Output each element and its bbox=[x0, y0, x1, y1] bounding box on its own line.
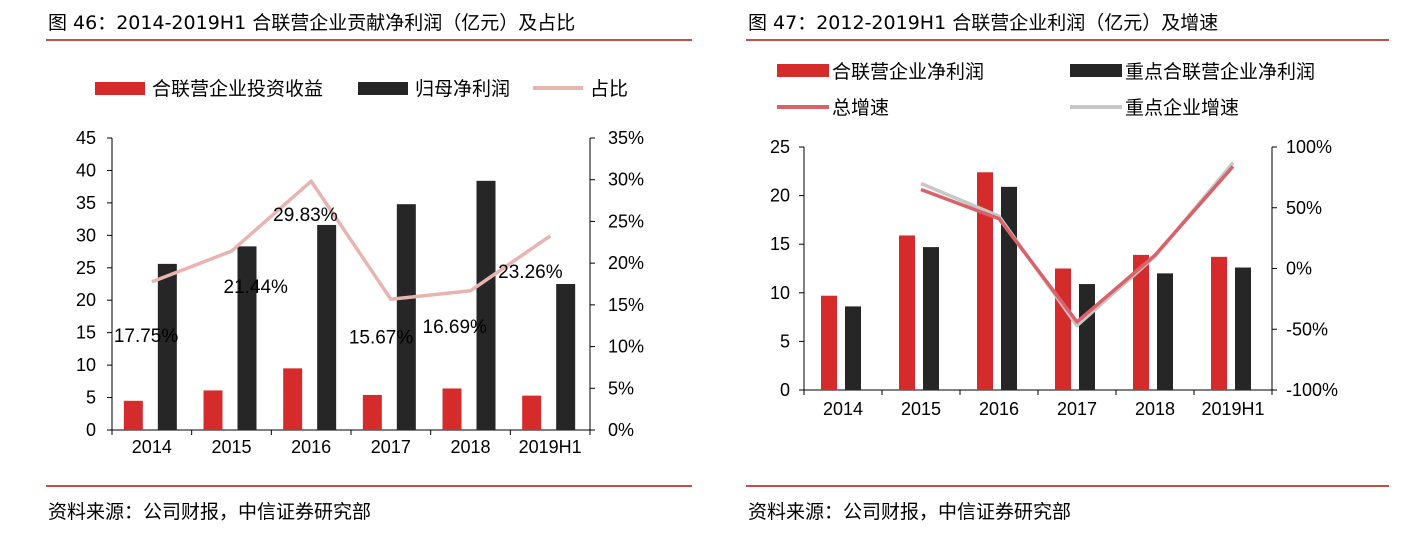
bar-net-profit bbox=[396, 204, 416, 430]
chart-panel-left: 图 46：2014-2019H1 合联营企业贡献净利润（亿元）及占比 0 5 10 1… bbox=[46, 12, 692, 523]
y-tick-label-left: 25 bbox=[770, 137, 790, 157]
legend-label-jv-net-profit: 合联营企业净利润 bbox=[832, 61, 984, 83]
bar-jv-net-profit bbox=[1133, 254, 1149, 390]
line-total-growth bbox=[920, 165, 1235, 324]
bar-invest-income bbox=[442, 388, 462, 430]
x-tick-label: 2016 bbox=[291, 437, 331, 457]
source-note: 资料来源：公司财报，中信证券研究部 bbox=[48, 501, 372, 523]
bar-invest-income bbox=[362, 394, 382, 430]
y-tick-label-left: 15 bbox=[770, 234, 790, 254]
x-tick-label: 2018 bbox=[1135, 399, 1175, 419]
x-tick-label: 2014 bbox=[823, 399, 863, 419]
x-tick-label: 2018 bbox=[450, 437, 490, 457]
y-tick-label-right: 50% bbox=[1286, 198, 1322, 218]
y-tick-label-left: 5 bbox=[86, 388, 96, 408]
source-note: 资料来源：公司财报，中信证券研究部 bbox=[748, 501, 1072, 523]
legend-label-net-profit: 归母净利润 bbox=[415, 78, 510, 100]
legend-swatch-key-jv-net-profit bbox=[1070, 64, 1122, 77]
bar-key-jv-net-profit bbox=[1235, 267, 1251, 390]
data-label: 21.44% bbox=[224, 277, 289, 298]
legend-swatch-invest-income bbox=[95, 82, 145, 95]
source-rule bbox=[746, 485, 1389, 487]
bar-jv-net-profit bbox=[977, 172, 993, 390]
x-tick-label: 2016 bbox=[979, 399, 1019, 419]
x-tick-label: 2014 bbox=[132, 437, 172, 457]
data-label: 17.75% bbox=[114, 326, 179, 347]
y-tick-label-right: -50% bbox=[1286, 319, 1328, 339]
y-tick-label-left: 40 bbox=[76, 160, 96, 180]
y-tick-label-left: 35 bbox=[76, 193, 96, 213]
bar-key-jv-net-profit bbox=[923, 247, 939, 390]
bar-key-jv-net-profit bbox=[1079, 284, 1095, 390]
bar-invest-income bbox=[203, 390, 223, 430]
legend-label-key-growth: 重点企业增速 bbox=[1125, 97, 1239, 119]
y-tick-label-left: 20 bbox=[770, 186, 790, 206]
y-tick-label-right: 5% bbox=[608, 378, 634, 398]
bar-jv-net-profit bbox=[1055, 268, 1071, 390]
x-tick-label: 2019H1 bbox=[519, 437, 582, 457]
y-tick-label-right: 25% bbox=[608, 211, 644, 231]
chart-canvas: 0 5 10 15 20 25 -100% -50% 0% 50% 100% 2014 2015 2016… bbox=[770, 61, 1338, 419]
legend-swatch-net-profit bbox=[358, 82, 408, 95]
y-tick-label-left: 25 bbox=[76, 258, 96, 278]
y-tick-label-left: 20 bbox=[76, 290, 96, 310]
y-tick-label-left: 45 bbox=[76, 128, 96, 148]
bar-invest-income bbox=[283, 368, 303, 430]
bar-net-profit bbox=[556, 284, 576, 430]
y-tick-label-right: 30% bbox=[608, 170, 644, 190]
data-label: 15.67% bbox=[349, 327, 414, 348]
x-tick-label: 2015 bbox=[211, 437, 251, 457]
x-tick-label: 2017 bbox=[371, 437, 411, 457]
legend-label-invest-income: 合联营企业投资收益 bbox=[152, 78, 323, 100]
bar-jv-net-profit bbox=[821, 295, 837, 390]
bar-jv-net-profit bbox=[899, 235, 915, 390]
bar-net-profit bbox=[317, 224, 337, 430]
data-label: 23.26% bbox=[498, 262, 563, 283]
y-tick-label-left: 10 bbox=[770, 283, 790, 303]
line-share bbox=[151, 179, 552, 302]
bar-net-profit bbox=[476, 180, 496, 430]
y-tick-label-left: 30 bbox=[76, 225, 96, 245]
bar-key-jv-net-profit bbox=[1001, 186, 1017, 390]
y-tick-label-right: 100% bbox=[1286, 137, 1332, 157]
chart-title: 图 46：2014-2019H1 合联营企业贡献净利润（亿元）及占比 bbox=[48, 12, 576, 34]
chart-title: 图 47：2012-2019H1 合联营企业利润（亿元）及增速 bbox=[748, 12, 1219, 34]
x-tick-label: 2015 bbox=[901, 399, 941, 419]
bar-key-jv-net-profit bbox=[1157, 273, 1173, 390]
y-tick-label-right: 0% bbox=[1286, 259, 1312, 279]
y-tick-label-right: 20% bbox=[608, 253, 644, 273]
bar-invest-income bbox=[123, 400, 143, 430]
bar-invest-income bbox=[522, 395, 542, 430]
y-tick-label-right: 0% bbox=[608, 420, 634, 440]
source-rule bbox=[46, 485, 692, 487]
legend-swatch-jv-net-profit bbox=[777, 64, 829, 77]
x-tick-label: 2019H1 bbox=[1201, 399, 1264, 419]
bar-key-jv-net-profit bbox=[845, 306, 861, 390]
y-tick-label-right: 35% bbox=[608, 128, 644, 148]
chart-panel-right: 图 47：2012-2019H1 合联营企业利润（亿元）及增速 0 5 10 15 20… bbox=[712, 0, 1424, 540]
legend-label-share: 占比 bbox=[590, 78, 628, 100]
title-rule bbox=[46, 39, 692, 41]
y-tick-label-left: 0 bbox=[86, 420, 96, 440]
data-label: 29.83% bbox=[273, 205, 338, 226]
line-key-growth bbox=[920, 161, 1235, 328]
chart-canvas: 0 5 10 15 20 25 30 35 40 45 0% 5% 10% 15% 20% 25% 30% 35%… bbox=[76, 78, 644, 457]
y-tick-label-left: 10 bbox=[76, 355, 96, 375]
bar-net-profit bbox=[157, 263, 177, 430]
bar-jv-net-profit bbox=[1211, 256, 1227, 390]
x-tick-label: 2017 bbox=[1057, 399, 1097, 419]
y-tick-label-right: 15% bbox=[608, 295, 644, 315]
bar-net-profit bbox=[237, 246, 257, 430]
y-tick-label-left: 5 bbox=[780, 331, 790, 351]
title-rule bbox=[746, 39, 1389, 41]
y-tick-label-left: 0 bbox=[780, 380, 790, 400]
data-label: 16.69% bbox=[423, 317, 488, 338]
y-tick-label-right: -100% bbox=[1286, 380, 1338, 400]
legend-label-key-jv-net-profit: 重点合联营企业净利润 bbox=[1125, 61, 1315, 83]
legend-label-total-growth: 总增速 bbox=[832, 97, 889, 119]
y-tick-label-left: 15 bbox=[76, 323, 96, 343]
y-tick-label-right: 10% bbox=[608, 337, 644, 357]
